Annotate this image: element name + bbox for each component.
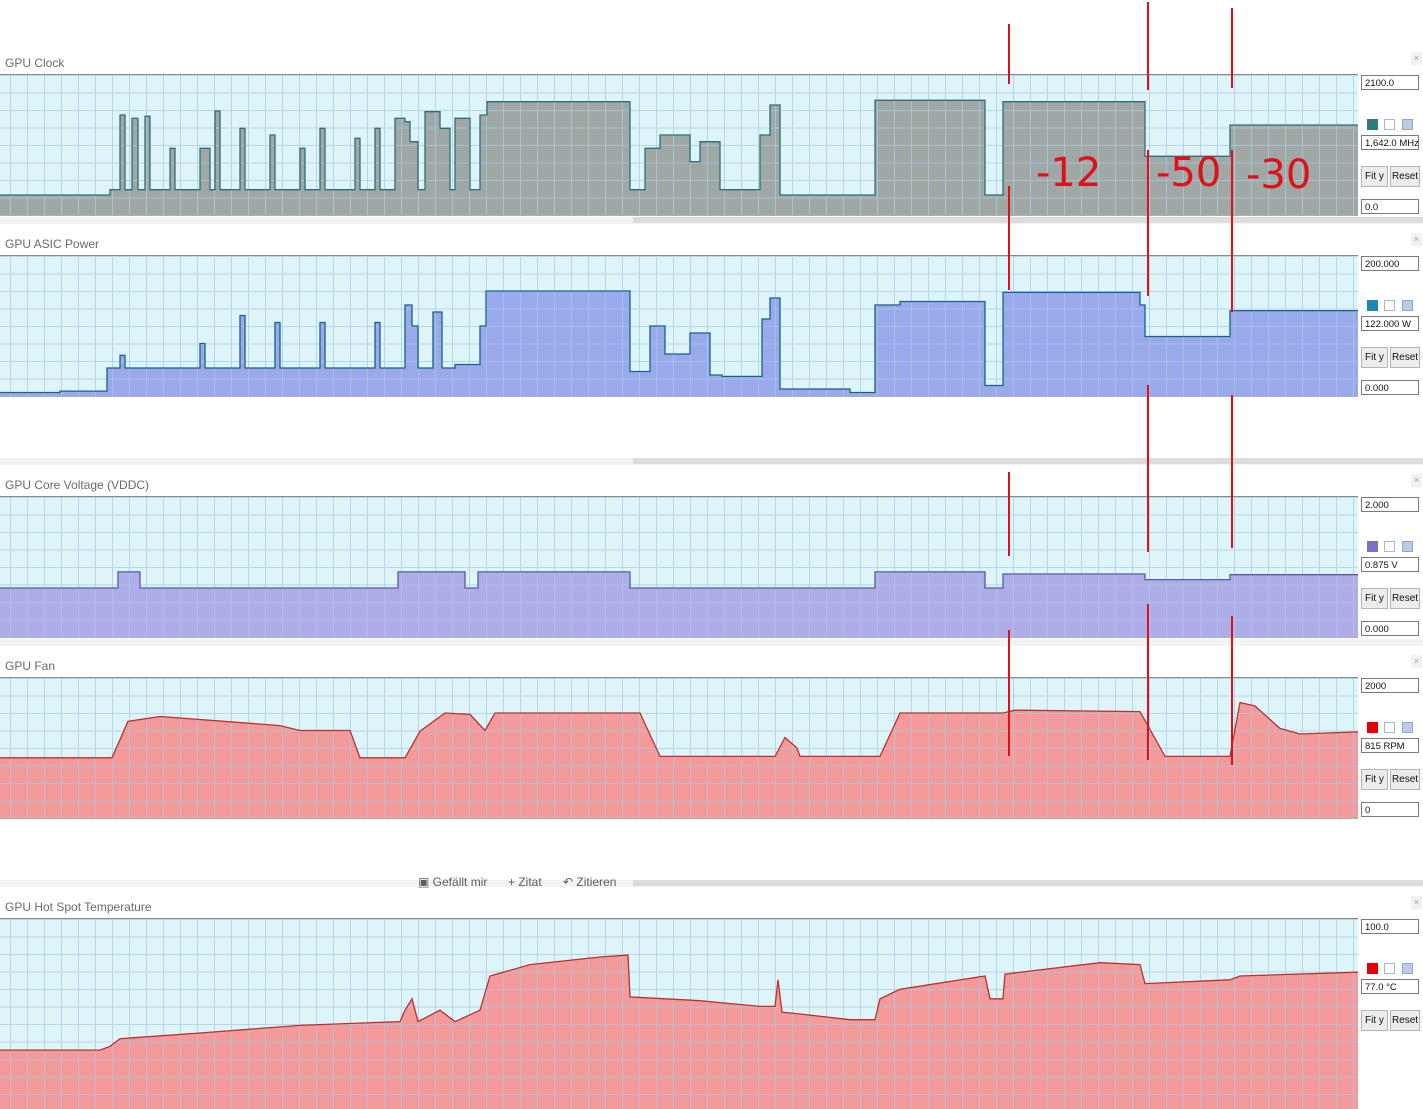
gpu-hot-spot-sidebar: 100.0 77.0 °C Fit y Reset: [1360, 918, 1423, 1060]
gpu-fan-plot: [0, 678, 1358, 818]
gpu-fan-panel: GPU Fan × 2000 815 RPM Fit y Reset 0: [0, 653, 1423, 825]
line-color-swatch[interactable]: [1367, 119, 1378, 130]
fill-color-swatch[interactable]: [1402, 119, 1413, 130]
min-value-field[interactable]: 0.000: [1361, 380, 1419, 395]
gpu-fan-graph: [0, 677, 1358, 819]
fit-y-button[interactable]: Fit y: [1361, 769, 1388, 790]
min-value-field[interactable]: 0: [1361, 802, 1419, 817]
series-line: [0, 571, 1358, 589]
series-line: [0, 99, 1358, 196]
close-icon[interactable]: ×: [1411, 52, 1422, 65]
reset-button[interactable]: Reset: [1390, 166, 1420, 187]
series-line: [0, 954, 1358, 1051]
fit-y-button[interactable]: Fit y: [1361, 166, 1388, 187]
current-value-field: 77.0 °C: [1361, 979, 1419, 994]
gpu-clock-graph: [0, 74, 1358, 216]
current-value-field: 1,642.0 MHz: [1361, 135, 1419, 150]
close-icon[interactable]: ×: [1411, 655, 1422, 668]
close-icon[interactable]: ×: [1411, 474, 1422, 487]
line-color-swatch[interactable]: [1367, 541, 1378, 552]
grid-lines: [0, 678, 1358, 818]
reset-button[interactable]: Reset: [1390, 769, 1420, 790]
gpu-hot-spot-graph: [0, 918, 1358, 1109]
gpu-asic-power-panel: GPU ASIC Power × 200.000 122.000 W Fit y…: [0, 231, 1423, 403]
fit-y-button[interactable]: Fit y: [1361, 588, 1388, 609]
gpu-clock-sidebar: 2100.0 1,642.0 MHz Fit y Reset 0.0: [1360, 74, 1423, 216]
close-icon[interactable]: ×: [1411, 896, 1422, 909]
reset-button[interactable]: Reset: [1390, 588, 1420, 609]
gpu-clock-plot: [0, 75, 1358, 215]
scrollbar-thumb[interactable]: [633, 880, 1423, 886]
fill-color-swatch[interactable]: [1402, 963, 1413, 974]
fit-y-button[interactable]: Fit y: [1361, 1010, 1388, 1031]
gpu-clock-panel: GPU Clock × 2100.0 1,642.0 MHz Fit y Res…: [0, 50, 1423, 222]
gpu-fan-sidebar: 2000 815 RPM Fit y Reset 0: [1360, 677, 1423, 819]
panel-title: GPU Hot Spot Temperature: [5, 900, 152, 914]
min-value-field[interactable]: 0.000: [1361, 621, 1419, 636]
background-color-swatch[interactable]: [1384, 300, 1395, 311]
min-value-field[interactable]: 0.0: [1361, 199, 1419, 214]
line-color-swatch[interactable]: [1367, 722, 1378, 733]
series-line: [0, 701, 1358, 759]
panel-title: GPU Fan: [5, 659, 56, 673]
gpu-core-voltage-panel: GPU Core Voltage (VDDC) × 2.000 0.875 V …: [0, 472, 1423, 644]
background-color-swatch[interactable]: [1384, 722, 1395, 733]
gpu-core-voltage-plot: [0, 497, 1358, 637]
fill-color-swatch[interactable]: [1402, 722, 1413, 733]
series-area: [0, 291, 1358, 396]
reset-button[interactable]: Reset: [1390, 347, 1420, 368]
close-icon[interactable]: ×: [1411, 233, 1422, 246]
background-color-swatch[interactable]: [1384, 541, 1395, 552]
scrollbar[interactable]: [0, 880, 1423, 887]
line-color-swatch[interactable]: [1367, 300, 1378, 311]
panel-title: GPU ASIC Power: [5, 237, 100, 251]
gpu-asic-power-plot: [0, 256, 1358, 396]
grid-lines: [0, 497, 1358, 637]
max-value-field[interactable]: 100.0: [1361, 919, 1419, 934]
background-quote-link: + Zitat: [508, 875, 542, 889]
current-value-field: 0.875 V: [1361, 557, 1419, 572]
background-color-swatch[interactable]: [1384, 119, 1395, 130]
current-value-field: 815 RPM: [1361, 738, 1419, 753]
current-value-field: 122.000 W: [1361, 316, 1419, 331]
fit-y-button[interactable]: Fit y: [1361, 347, 1388, 368]
background-color-swatch[interactable]: [1384, 963, 1395, 974]
gpu-hot-spot-panel: GPU Hot Spot Temperature × 100.0 77.0 °C…: [0, 894, 1423, 1109]
series-line: [0, 290, 1358, 394]
gpu-hot-spot-plot: [0, 919, 1358, 1109]
gpu-asic-power-sidebar: 200.000 122.000 W Fit y Reset 0.000: [1360, 255, 1423, 397]
series-area: [0, 955, 1358, 1109]
series-area: [0, 100, 1358, 215]
background-cite-link: ↶ Zitieren: [563, 875, 617, 889]
panel-title: GPU Core Voltage (VDDC): [5, 478, 150, 492]
max-value-field[interactable]: 2000: [1361, 678, 1419, 693]
grid-lines: [0, 75, 1358, 215]
grid-lines: [0, 256, 1358, 396]
fill-color-swatch[interactable]: [1402, 541, 1413, 552]
max-value-field[interactable]: 2.000: [1361, 497, 1419, 512]
scrollbar[interactable]: [0, 458, 1423, 465]
scrollbar[interactable]: [0, 217, 1423, 224]
grid-lines: [0, 919, 1358, 1109]
line-color-swatch[interactable]: [1367, 963, 1378, 974]
gpu-core-voltage-sidebar: 2.000 0.875 V Fit y Reset 0.000: [1360, 496, 1423, 638]
scrollbar-thumb[interactable]: [633, 458, 1423, 464]
fill-color-swatch[interactable]: [1402, 300, 1413, 311]
gpu-asic-power-graph: [0, 255, 1358, 397]
scrollbar-thumb[interactable]: [633, 217, 1423, 223]
scrollbar[interactable]: [0, 639, 1423, 646]
cite-text: Zitieren: [576, 875, 617, 889]
reset-button[interactable]: Reset: [1390, 1010, 1420, 1031]
gpu-core-voltage-graph: [0, 496, 1358, 638]
background-like-link: ▣ Gefällt mir: [418, 875, 488, 889]
like-text: Gefällt mir: [432, 875, 488, 889]
max-value-field[interactable]: 2100.0: [1361, 75, 1419, 90]
max-value-field[interactable]: 200.000: [1361, 256, 1419, 271]
panel-title: GPU Clock: [5, 56, 65, 70]
